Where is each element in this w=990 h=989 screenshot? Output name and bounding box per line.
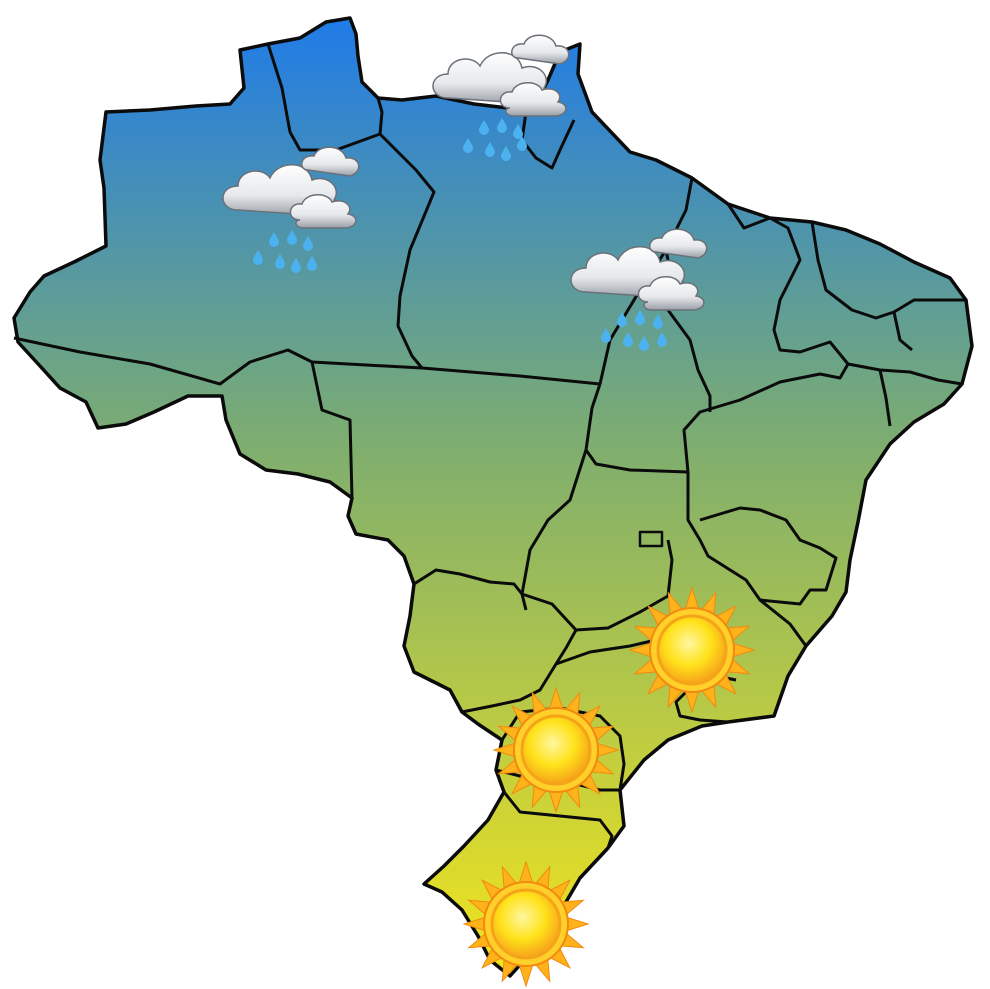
country-landmass [12,16,974,978]
sun-icon [462,860,590,988]
sun-icon [628,586,756,714]
sun-icon [492,686,620,814]
